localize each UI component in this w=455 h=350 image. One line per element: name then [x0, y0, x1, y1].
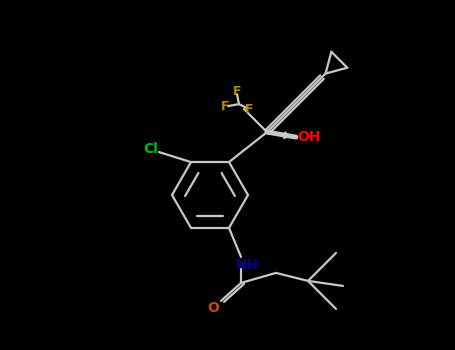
Text: OH: OH	[297, 130, 321, 144]
Text: O: O	[207, 301, 219, 315]
Text: Cl: Cl	[144, 142, 158, 156]
Text: F: F	[221, 100, 229, 113]
Text: NH: NH	[235, 258, 258, 272]
Text: F: F	[233, 85, 241, 98]
Text: F: F	[245, 103, 253, 116]
